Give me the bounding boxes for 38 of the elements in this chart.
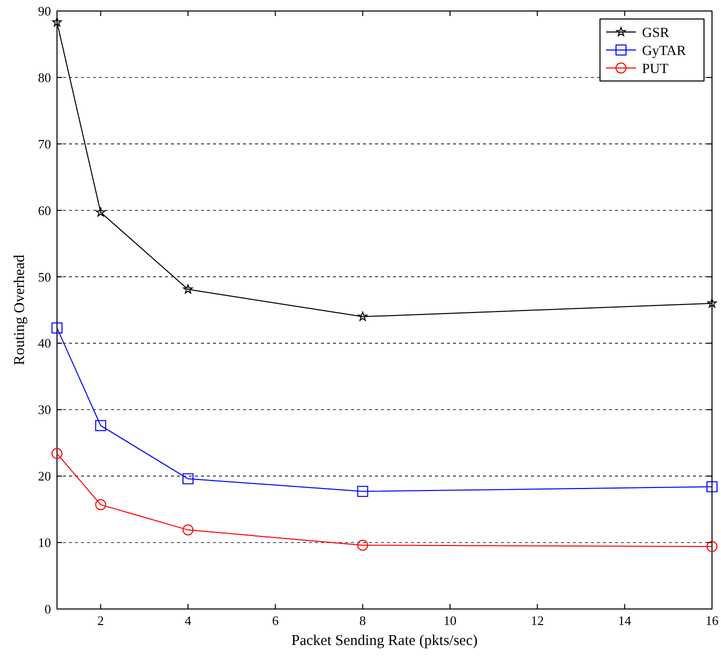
point xyxy=(706,481,718,492)
point xyxy=(52,17,62,26)
point xyxy=(95,420,106,432)
x-tick-label: 16 xyxy=(706,613,719,628)
point xyxy=(707,298,717,308)
x-tick-label: 4 xyxy=(184,613,192,628)
point xyxy=(182,524,194,536)
y-tick-label: 90 xyxy=(38,4,51,18)
x-tick-label: 14 xyxy=(618,613,632,628)
y-tick-label: 30 xyxy=(38,402,51,418)
y-tick-label: 0 xyxy=(44,602,51,616)
y-tick-label: 50 xyxy=(38,269,51,284)
x-tick-label: 6 xyxy=(272,613,280,628)
point xyxy=(96,207,106,216)
x-tick-label: 10 xyxy=(444,613,456,628)
x-tick-label: 2 xyxy=(97,613,104,628)
y-tick-label: 70 xyxy=(38,136,51,152)
point xyxy=(357,486,368,497)
point xyxy=(358,312,368,321)
legend-label: GSR xyxy=(642,26,670,41)
y-tick-label: 60 xyxy=(38,202,51,218)
x-tick-label: 8 xyxy=(359,613,366,628)
legend-label: PUT xyxy=(642,62,669,77)
y-tick-label: 20 xyxy=(38,468,51,484)
y-tick-label: 80 xyxy=(38,70,51,85)
y-tick-label: 40 xyxy=(38,336,51,351)
x-axis-title: Packet Sending Rate (pkts/sec) xyxy=(291,633,478,649)
point xyxy=(52,448,62,460)
point xyxy=(52,322,62,334)
point xyxy=(182,473,194,484)
y-tick-label: 10 xyxy=(38,535,51,550)
x-tick-label: 12 xyxy=(530,613,544,628)
y-axis-title: Routing Overhead xyxy=(12,254,28,366)
point xyxy=(95,499,106,510)
point xyxy=(357,540,368,551)
legend-label: GyTAR xyxy=(642,44,687,59)
point xyxy=(706,541,718,552)
point xyxy=(183,284,193,294)
